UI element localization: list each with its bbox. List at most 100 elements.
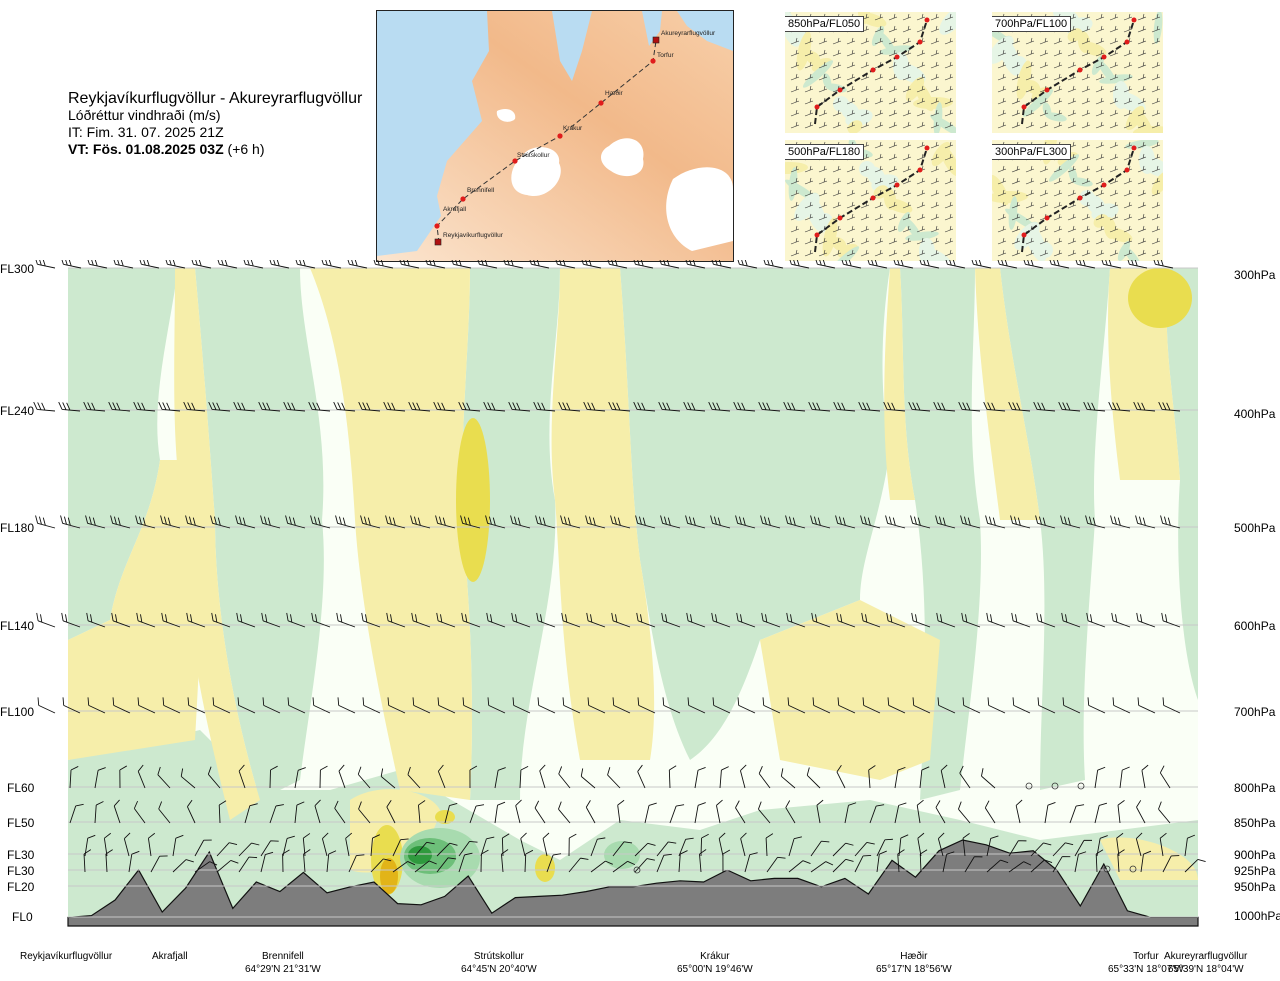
wind-barb (1137, 697, 1156, 714)
wind-barb (311, 612, 331, 628)
wind-barb (606, 260, 628, 269)
wind-barb (346, 260, 368, 269)
mini-map-500[interactable]: 500hPa/FL180 (784, 139, 957, 262)
wind-barb (710, 515, 731, 529)
wind-barb (372, 260, 394, 269)
mini-map-850[interactable]: 850hPa/FL050 (784, 11, 957, 134)
wind-barb (583, 401, 606, 412)
mini-map-700[interactable]: 700hPa/FL100 (991, 11, 1164, 134)
map-label-haedir: Hæðir (605, 89, 624, 97)
calm-wind-marker (1051, 782, 1059, 790)
wind-barb (1036, 612, 1056, 628)
wind-barb (699, 849, 707, 873)
wind-barb (414, 841, 435, 857)
wind-barb (854, 841, 875, 857)
wind-barb (735, 515, 756, 529)
calm-wind-marker (1025, 782, 1033, 790)
wind-barb (669, 804, 685, 824)
route-map[interactable]: Akureyrarflugvöllur Torfur Hæðir Krákur … (376, 10, 734, 262)
pressure-label: 900hPa (1234, 848, 1276, 862)
wind-barb (238, 856, 258, 873)
wind-barb (112, 697, 131, 714)
wind-barb (487, 697, 506, 714)
wind-barb (37, 697, 56, 714)
wind-barb (958, 801, 971, 824)
wind-barb (710, 260, 732, 269)
wind-barb (885, 515, 906, 529)
wind-barb (678, 850, 688, 873)
wind-barb (987, 697, 1006, 714)
wind-barb (87, 697, 106, 714)
wind-barb (894, 766, 906, 789)
wind-barb (786, 612, 806, 628)
wind-barb (237, 697, 256, 714)
wind-barb (1159, 832, 1167, 857)
wind-barb (911, 612, 931, 628)
fl-label: FL30 (7, 848, 35, 862)
wind-barb (766, 856, 786, 873)
wind-barb (758, 766, 771, 789)
wind-barb (312, 697, 331, 714)
wind-barb (1117, 849, 1125, 873)
wind-barb (212, 697, 231, 714)
wind-barb (986, 612, 1006, 628)
wind-barb (1112, 697, 1131, 714)
location-coord: 64°29'N 21°31'W (245, 964, 321, 975)
wind-barb (60, 515, 81, 529)
wind-barb (1126, 260, 1148, 269)
wind-barb (536, 612, 556, 628)
wind-barb (128, 850, 140, 873)
map-label-akureyrarflugvollur: Akureyrarflugvöllur (661, 30, 716, 37)
wind-barb (886, 612, 906, 628)
mini-map-300[interactable]: 300hPa/FL300 (991, 139, 1164, 262)
valid-time-line: VT: Fös. 01.08.2025 03Z (+6 h) (68, 141, 362, 158)
wind-barb (1011, 612, 1031, 628)
wind-barb (1152, 260, 1174, 269)
fl-label: FL20 (7, 880, 35, 894)
wind-barb (172, 834, 184, 857)
wind-barb (160, 515, 181, 529)
wind-barb (269, 804, 284, 824)
wind-barb (962, 833, 970, 857)
wind-barb (585, 515, 606, 529)
wind-barb (844, 802, 857, 824)
wind-barb (190, 260, 212, 269)
wind-barb (1111, 612, 1131, 628)
wind-barb (636, 612, 656, 628)
wind-barb (524, 849, 534, 873)
wind-barb (916, 799, 924, 824)
calm-wind-marker (1129, 865, 1137, 873)
wind-barb (858, 401, 881, 412)
wind-barb (111, 612, 131, 628)
wind-barb (1033, 401, 1056, 412)
wind-barb (418, 800, 426, 824)
wind-barb (1083, 401, 1106, 412)
wind-barb (133, 401, 156, 412)
wind-barb (612, 841, 633, 857)
wind-barb (520, 832, 527, 857)
wind-barb (112, 260, 134, 269)
wind-barb (480, 836, 495, 857)
wind-barb (138, 260, 160, 269)
wind-barb (386, 799, 396, 824)
wind-barb (986, 859, 1009, 873)
wind-barb (816, 799, 824, 824)
waypoint-akrafjall-marker (434, 223, 440, 229)
wind-barb (587, 697, 606, 714)
wind-barb (186, 612, 206, 628)
wind-barb (461, 612, 481, 628)
location-label-torfur: Torfur 65°33'N 18°07'W (1108, 951, 1184, 975)
wind-barb (562, 697, 581, 714)
fl-label: FL60 (7, 781, 35, 795)
wind-barb (580, 768, 596, 789)
wind-barb (808, 401, 831, 412)
wind-barb (658, 260, 680, 269)
route-title: Reykjavíkurflugvöllur - Akureyrarflugvöl… (68, 90, 363, 107)
wind-barb (964, 856, 983, 873)
wind-barb (936, 612, 956, 628)
wind-barb (1110, 515, 1131, 529)
wind-barb (656, 841, 677, 857)
wind-barb (408, 401, 431, 412)
wind-barb (424, 260, 446, 269)
wind-barb (294, 801, 305, 824)
